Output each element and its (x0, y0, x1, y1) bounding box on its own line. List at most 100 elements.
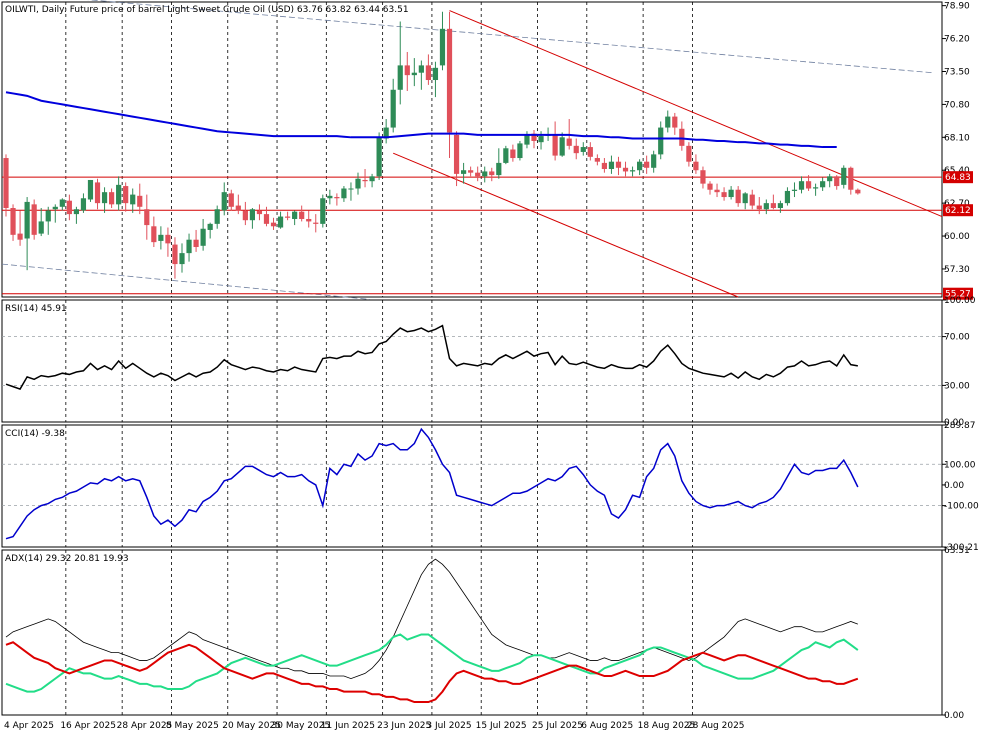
candle-body (855, 189, 861, 194)
candle-body (665, 116, 671, 128)
candle-body (376, 137, 382, 177)
y-tick-label: 0.00 (944, 418, 964, 428)
candle-body (66, 200, 72, 215)
candle-body (820, 181, 826, 188)
candle-body (3, 158, 9, 209)
candle-body (615, 161, 622, 168)
x-tick-label: 28 Aug 2025 (687, 721, 745, 731)
candle-body (256, 210, 263, 215)
candle-body (292, 211, 298, 219)
candle-body (172, 244, 178, 265)
candle-body (475, 172, 481, 177)
+DI-line (5, 633, 859, 693)
candle-body (580, 147, 586, 152)
candle-body (805, 181, 812, 189)
y-tick-label: 62.70 (944, 199, 970, 209)
candle-body (721, 192, 727, 198)
candle-body (31, 204, 37, 235)
candle-body (594, 158, 600, 162)
candle-body (679, 128, 685, 146)
candle-body (763, 203, 769, 210)
rsi-title: RSI(14) 45.91 (5, 304, 67, 314)
price-level-badge (943, 287, 973, 300)
candle-body (144, 209, 150, 226)
rsi-pane[interactable]: RSI(14) 45.91 (2, 304, 942, 390)
candle-body (834, 176, 840, 187)
candle-body (531, 133, 537, 141)
x-tick-label: 18 Aug 2025 (638, 721, 696, 731)
adx-pane[interactable]: ADX(14) 29.32 20.81 19.93 (5, 554, 859, 704)
y-tick-label: 76.20 (944, 35, 970, 45)
y-tick-label: 0.00 (944, 711, 964, 721)
x-tick-label: 30 May 2025 (272, 721, 331, 731)
price-level-label: 62.12 (945, 206, 971, 216)
-DI-line (5, 641, 859, 704)
candle-body (700, 170, 706, 184)
candle-body (827, 176, 833, 182)
candle-body (453, 134, 460, 174)
x-tick-label: 28 Apr 2025 (117, 721, 173, 731)
candle-body (235, 205, 241, 211)
candle-body (517, 143, 523, 159)
y-tick-label: 289.87 (944, 421, 976, 431)
x-tick-label: 4 Apr 2025 (4, 721, 54, 731)
candle-body (658, 127, 664, 155)
price-level-label: 64.83 (945, 173, 971, 183)
moving-average-line (5, 91, 837, 149)
x-tick-label: 20 May 2025 (222, 721, 281, 731)
candle-body (798, 181, 805, 190)
candle-body (123, 186, 129, 204)
candle-body (130, 194, 136, 205)
candle-body (306, 218, 312, 222)
date-gridlines (65, 2, 693, 715)
candle-body (552, 134, 558, 156)
ADX-line (5, 558, 858, 680)
candle-body (397, 65, 403, 90)
candle-body (524, 134, 530, 145)
candle-body (510, 149, 516, 159)
candle-body (355, 178, 361, 189)
candle-body (482, 171, 488, 177)
candle-body (249, 209, 255, 221)
candle-body (327, 195, 333, 199)
candle-body (186, 239, 192, 254)
main-pane-frame (1, 1, 943, 298)
candle-body (45, 210, 51, 222)
candle-body (622, 167, 629, 172)
y-tick-label: -300.21 (944, 543, 979, 553)
candle-body (151, 226, 157, 243)
candle-body (461, 170, 467, 174)
cci-pane[interactable]: CCI(14) -9.38 (2, 427, 942, 540)
candle-body (425, 65, 431, 81)
candle-body (848, 167, 854, 190)
y-tick-label: 70.80 (944, 100, 970, 110)
candle-body (489, 171, 495, 176)
y-tick-label: 68.10 (944, 133, 970, 143)
y-tick-label: 78.90 (944, 2, 970, 12)
upper-channel-line (86, 0, 933, 74)
candle-body (10, 208, 16, 235)
y-tick-label: 70.00 (944, 333, 970, 343)
candle-body (285, 216, 291, 218)
candle-body (341, 188, 347, 199)
candle-body (629, 170, 636, 172)
candle-body (362, 179, 368, 182)
candle-body (566, 138, 572, 146)
candle-body (369, 176, 375, 182)
candle-body (214, 209, 220, 224)
candle-body (270, 222, 277, 227)
candle-body (179, 253, 185, 265)
candle-body (608, 161, 615, 170)
y-tick-label: 57.30 (944, 265, 970, 275)
y-tick-label: 0.00 (944, 481, 964, 491)
candle-body (749, 194, 755, 206)
price-pane[interactable] (1, 0, 943, 300)
x-tick-label: 11 Jun 2025 (321, 721, 375, 731)
candle-body (207, 223, 213, 230)
candle-body (637, 161, 643, 171)
candle-body (101, 192, 108, 204)
candle-body (573, 145, 579, 154)
